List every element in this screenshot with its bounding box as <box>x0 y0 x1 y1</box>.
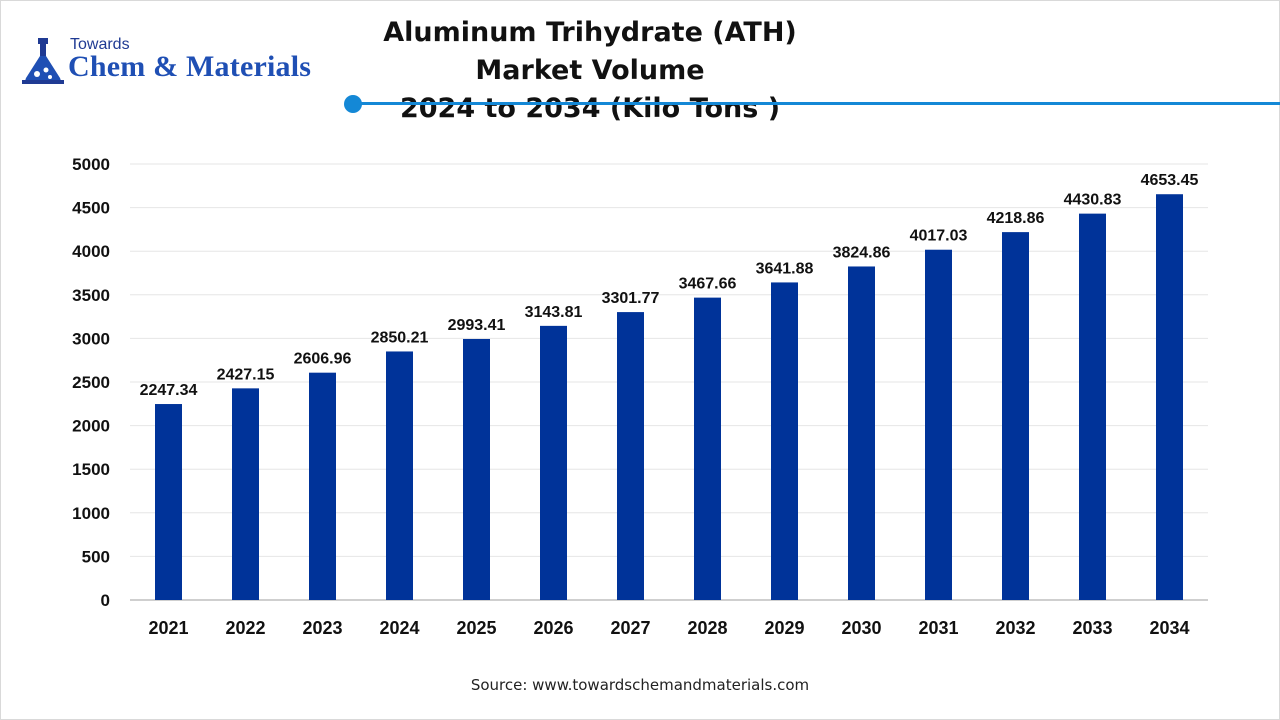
data-label: 3301.77 <box>602 290 660 307</box>
bar <box>309 372 336 600</box>
data-label: 2993.41 <box>448 317 506 334</box>
y-tick-label: 3500 <box>72 286 110 305</box>
x-tick-label: 2031 <box>918 618 958 638</box>
y-tick-label: 2000 <box>72 417 110 436</box>
y-tick-label: 4000 <box>72 242 110 261</box>
y-tick-label: 500 <box>82 547 110 566</box>
bar <box>1079 213 1106 600</box>
bar <box>1156 194 1183 600</box>
data-label: 3143.81 <box>525 304 583 321</box>
data-label: 4430.83 <box>1064 192 1122 209</box>
x-tick-label: 2030 <box>841 618 881 638</box>
x-tick-label: 2021 <box>148 618 188 638</box>
brand-small-text: Towards <box>70 36 130 53</box>
y-tick-label: 4500 <box>72 199 110 218</box>
y-tick-label: 5000 <box>72 155 110 174</box>
bar <box>848 266 875 600</box>
bar <box>386 351 413 600</box>
data-label: 3824.86 <box>833 244 891 261</box>
title-rule-dot <box>344 95 362 113</box>
brand-logo: Towards Chem & Materials <box>22 34 342 94</box>
data-label: 2850.21 <box>371 329 429 346</box>
data-label: 3641.88 <box>756 260 814 277</box>
y-tick-label: 1500 <box>72 460 110 479</box>
x-tick-label: 2026 <box>533 618 573 638</box>
x-tick-label: 2029 <box>764 618 804 638</box>
data-label: 2247.34 <box>140 382 198 399</box>
data-label: 3467.66 <box>679 276 737 293</box>
chart-title: Aluminum Trihydrate (ATH) Market Volume … <box>340 14 840 128</box>
data-label: 2427.15 <box>217 366 275 383</box>
bar <box>540 325 567 600</box>
x-tick-label: 2027 <box>610 618 650 638</box>
data-label: 2606.96 <box>294 351 352 368</box>
chart-title-line-1: Aluminum Trihydrate (ATH) Market Volume <box>383 17 797 86</box>
bar <box>232 388 259 600</box>
flask-icon <box>22 38 64 84</box>
y-tick-label: 0 <box>101 591 110 610</box>
x-tick-label: 2034 <box>1149 618 1189 638</box>
data-label: 4653.45 <box>1141 172 1199 189</box>
chart-title-line-2: 2024 to 2034 (Kilo Tons ) <box>399 93 781 124</box>
bar <box>925 249 952 601</box>
x-tick-label: 2032 <box>995 618 1035 638</box>
x-tick-label: 2033 <box>1072 618 1112 638</box>
brand-name: Chem & Materials <box>68 50 312 83</box>
title-rule-line <box>358 102 1280 105</box>
source-note: Source: www.towardschemandmaterials.com <box>470 676 810 694</box>
y-tick-label: 3000 <box>72 329 110 348</box>
x-tick-label: 2025 <box>456 618 496 638</box>
bar <box>771 282 798 600</box>
x-tick-label: 2028 <box>687 618 727 638</box>
x-tick-label: 2022 <box>225 618 265 638</box>
bar <box>694 297 721 600</box>
bar <box>463 338 490 600</box>
bar <box>617 312 644 600</box>
data-label: 4218.86 <box>987 210 1045 227</box>
y-tick-label: 2500 <box>72 373 110 392</box>
bar <box>1002 232 1029 600</box>
x-tick-label: 2024 <box>379 618 419 638</box>
x-tick-label: 2023 <box>302 618 342 638</box>
data-label: 4017.03 <box>910 228 968 245</box>
bar <box>155 404 182 600</box>
y-tick-label: 1000 <box>72 504 110 523</box>
